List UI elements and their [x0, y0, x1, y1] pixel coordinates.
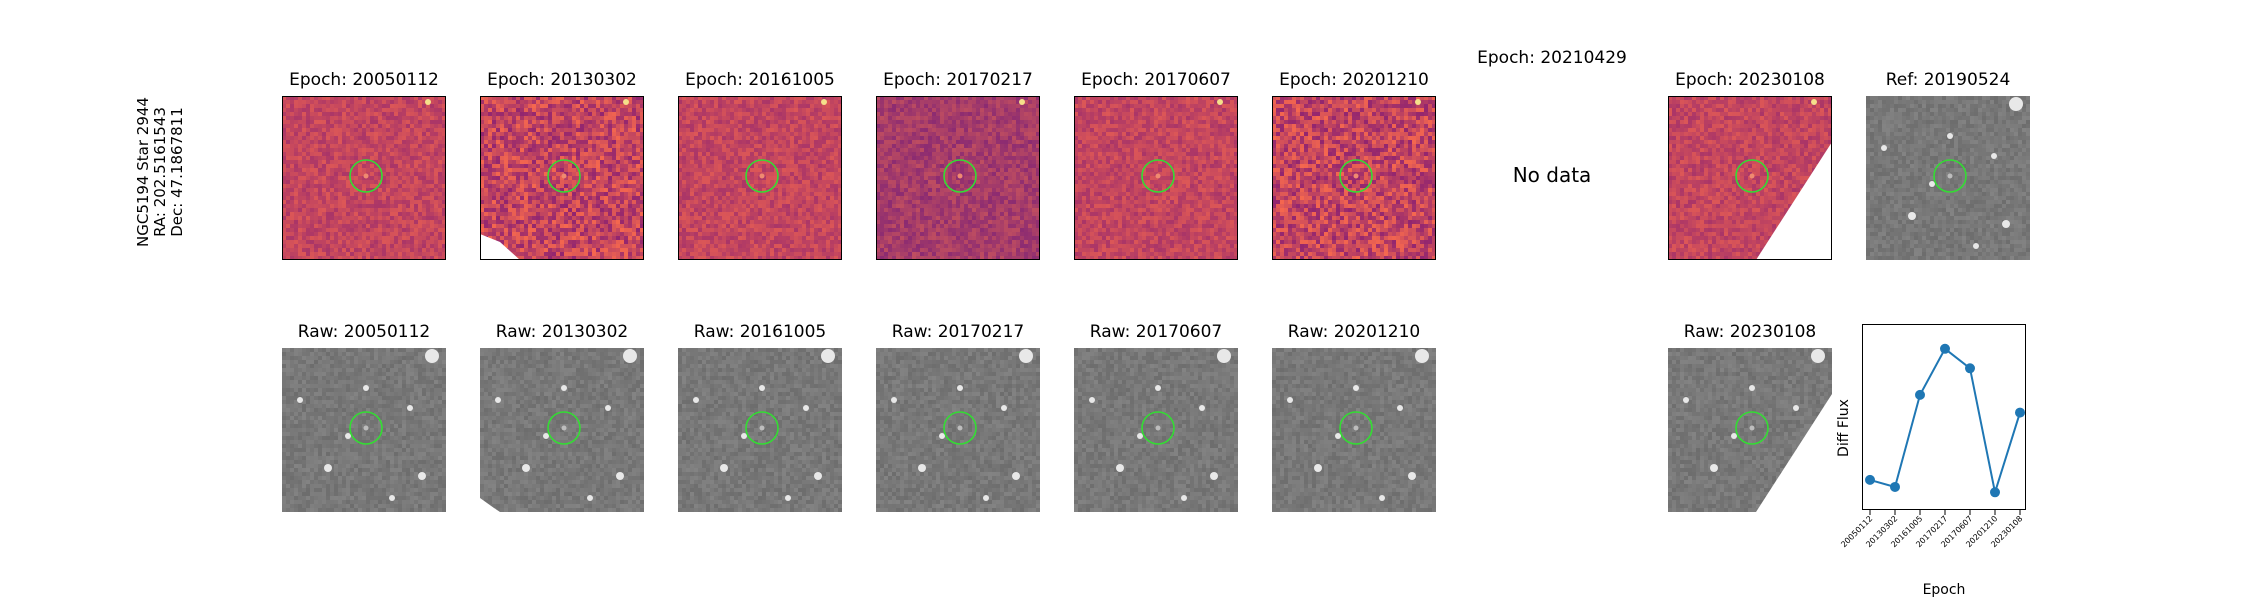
epoch-title-4: Epoch: 20170607	[1034, 70, 1278, 90]
epoch-title-3: Epoch: 20170217	[836, 70, 1080, 90]
lightcurve-point-20130302	[1890, 481, 1900, 492]
target-circle	[1141, 159, 1175, 193]
epoch-title-2: Epoch: 20161005	[638, 70, 882, 90]
target-circle	[745, 411, 779, 445]
diff-cutout-3	[876, 96, 1040, 260]
lightcurve-point-20201210	[1990, 487, 2000, 498]
epoch-title-6: Epoch: 20210429	[1430, 48, 1674, 68]
diff-cutout-0	[282, 96, 446, 260]
diff-cutout-7	[1668, 96, 1832, 260]
target-circle	[943, 411, 977, 445]
target-circle	[745, 159, 779, 193]
target-circle	[547, 159, 581, 193]
epoch-title-1: Epoch: 20130302	[440, 70, 684, 90]
no-data-label: No data	[1450, 163, 1654, 187]
lightcurve-chart	[1862, 324, 2026, 510]
epoch-title-5: Epoch: 20201210	[1232, 70, 1476, 90]
raw-title-0: Raw: 20050112	[242, 322, 486, 342]
target-ra: RA: 202.5161543	[151, 62, 169, 282]
target-info-label: NGC5194 Star 2944 RA: 202.5161543 Dec: 4…	[134, 62, 201, 282]
lightcurve-y-axis-label: Diff Flux	[1836, 399, 1852, 457]
raw-title-5: Raw: 20201210	[1232, 322, 1476, 342]
lightcurve-point-20230108	[2015, 407, 2025, 418]
raw-title-7: Raw: 20230108	[1628, 322, 1872, 342]
raw-title-3: Raw: 20170217	[836, 322, 1080, 342]
lightcurve-point-20170217	[1940, 343, 1950, 354]
diff-cutout-2	[678, 96, 842, 260]
target-circle	[1933, 159, 1967, 193]
lightcurve-x-axis-label: Epoch	[1923, 582, 1966, 598]
raw-cutout-7	[1668, 348, 1832, 512]
target-circle	[943, 159, 977, 193]
raw-cutout-0	[282, 348, 446, 512]
target-circle	[1339, 411, 1373, 445]
diff-cutout-4	[1074, 96, 1238, 260]
target-circle	[1141, 411, 1175, 445]
raw-cutout-2	[678, 348, 842, 512]
target-name: NGC5194 Star 2944	[134, 62, 152, 282]
raw-title-1: Raw: 20130302	[440, 322, 684, 342]
lightcurve-line	[1869, 347, 2021, 493]
lightcurve-point-20161005	[1915, 389, 1925, 400]
target-circle	[349, 159, 383, 193]
target-circle	[1735, 411, 1769, 445]
lightcurve-point-20170607	[1965, 363, 1975, 374]
raw-cutout-3	[876, 348, 1040, 512]
raw-cutout-4	[1074, 348, 1238, 512]
lightcurve-x-ticks: 2005011220130302201610052017021720170607…	[1840, 510, 2024, 549]
ref-title: Ref: 20190524	[1826, 70, 2070, 90]
lightcurve-frame	[1862, 324, 2026, 510]
diff-cutout-5	[1272, 96, 1436, 260]
raw-title-2: Raw: 20161005	[638, 322, 882, 342]
raw-title-4: Raw: 20170607	[1034, 322, 1278, 342]
epoch-title-7: Epoch: 20230108	[1628, 70, 1872, 90]
target-circle	[1339, 159, 1373, 193]
lightcurve-point-20050112	[1865, 474, 1875, 485]
target-circle	[1735, 159, 1769, 193]
raw-cutout-1	[480, 348, 644, 512]
ref-cutout-8	[1866, 96, 2030, 260]
raw-cutout-5	[1272, 348, 1436, 512]
target-dec: Dec: 47.1867811	[168, 62, 186, 282]
target-circle	[547, 411, 581, 445]
target-circle	[349, 411, 383, 445]
epoch-title-0: Epoch: 20050112	[242, 70, 486, 90]
diff-cutout-1	[480, 96, 644, 260]
